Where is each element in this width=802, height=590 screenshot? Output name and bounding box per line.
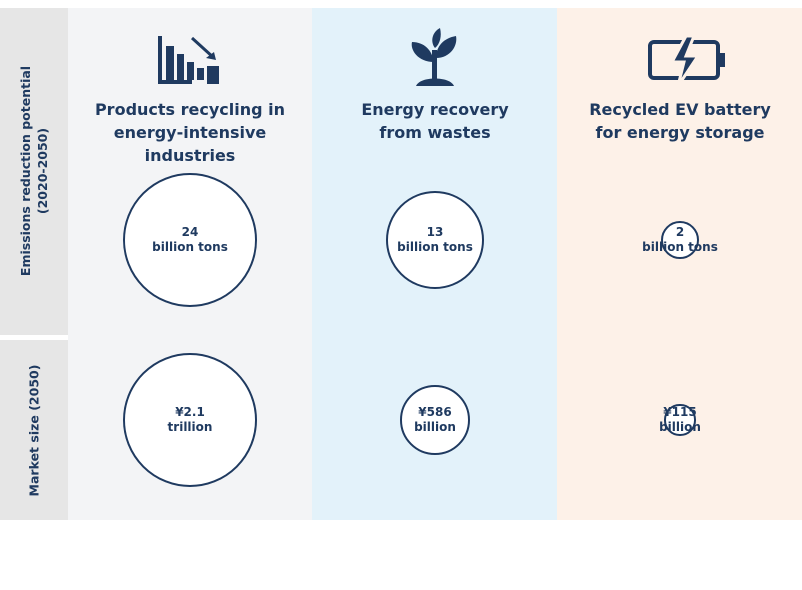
value-label: ¥586 billion (414, 405, 456, 434)
icons (158, 28, 725, 87)
bubble (123, 173, 257, 307)
page: Products recycling in energy-intensive i… (0, 8, 802, 520)
row-label: Market size (2050) (26, 364, 42, 496)
bubble (123, 353, 257, 487)
bubble (399, 384, 471, 456)
plant-icon (411, 28, 457, 86)
bubble (664, 404, 696, 436)
row-band (0, 8, 68, 335)
value-label: ¥2.1 trillion (167, 405, 213, 434)
value-label: 13 billion tons (397, 225, 473, 254)
value-label: 2 billion tons (642, 225, 718, 254)
value-label: ¥115 billion (659, 405, 701, 434)
column-title: Products recycling in energy-intensive i… (94, 100, 286, 165)
battery-icon (648, 34, 725, 87)
bubble (660, 220, 700, 260)
bubble (385, 190, 485, 290)
column-title: Recycled EV battery for energy storage (589, 100, 771, 142)
bar-icon (158, 36, 219, 84)
value-label: 24 billion tons (152, 225, 228, 254)
row-band (0, 340, 68, 520)
column-title: Energy recovery from wastes (361, 100, 509, 142)
